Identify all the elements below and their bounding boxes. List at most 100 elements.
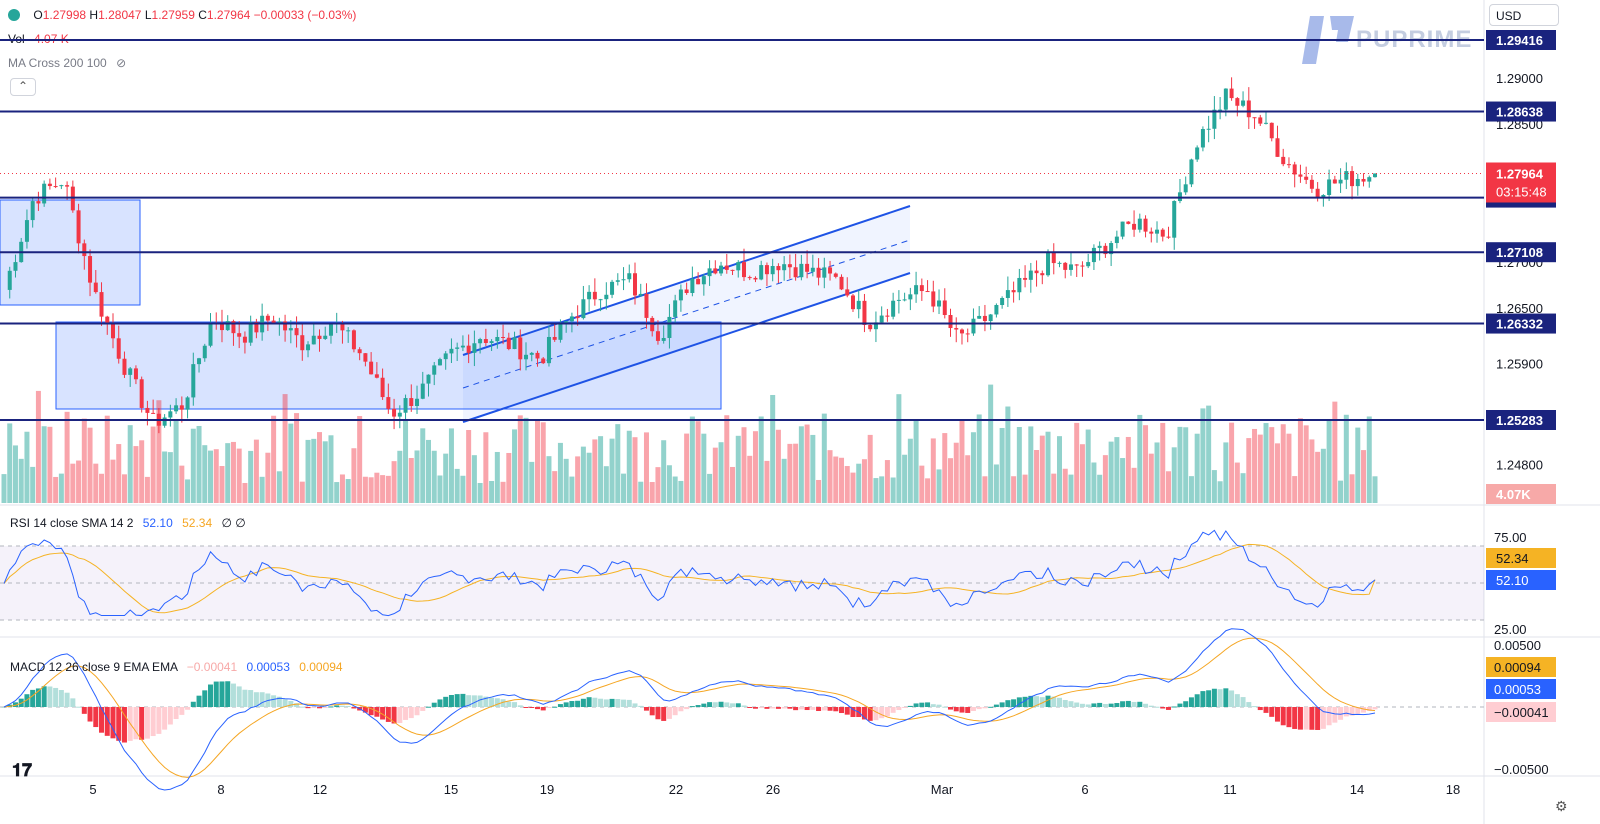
macd-hist-bar xyxy=(248,690,254,707)
volume-bar xyxy=(81,418,87,503)
candle-body xyxy=(1149,231,1154,234)
macd-hist-bar xyxy=(1,707,7,708)
volume-bar xyxy=(1154,442,1160,503)
macd-hist-bar xyxy=(1372,707,1378,710)
rsi-title: RSI 14 close SMA 14 2 xyxy=(10,516,134,530)
candle-body xyxy=(1103,245,1108,255)
volume-bar xyxy=(1257,434,1263,503)
macd-hist-bar xyxy=(1120,701,1126,707)
candle-body xyxy=(896,299,901,301)
macd-hist-bar xyxy=(793,707,799,711)
candle-body xyxy=(638,293,643,296)
level-badge-label: 1.26332 xyxy=(1496,317,1543,332)
level-badge xyxy=(1486,410,1556,430)
candle-body xyxy=(426,374,431,384)
candle-body xyxy=(306,344,311,351)
volume-bar xyxy=(993,464,999,503)
volume-bar xyxy=(879,476,885,503)
candle-body xyxy=(1063,262,1068,270)
ohlc-legend: O1.27998 H1.28047 L1.27959 C1.27964 −0.0… xyxy=(8,8,356,22)
volume-bar xyxy=(1160,422,1166,503)
macd-hist-bar xyxy=(219,681,225,707)
macd-hist-bar xyxy=(638,705,644,707)
rsi-badge xyxy=(1486,570,1556,590)
volume-bar xyxy=(460,475,466,503)
macd-hist-bar xyxy=(730,703,736,707)
volume-bar xyxy=(907,438,913,503)
collapse-legend-button[interactable]: ⌃ xyxy=(10,78,36,96)
candle-body xyxy=(994,305,999,315)
candle-body xyxy=(1298,174,1303,177)
macd-hist-bar xyxy=(1246,702,1252,707)
volume-bar xyxy=(609,438,615,503)
volume-bar xyxy=(35,390,41,503)
volume-bar xyxy=(471,455,477,503)
volume-bar xyxy=(512,429,518,503)
time-axis-label: Mar xyxy=(931,782,954,797)
time-axis-label: 12 xyxy=(313,782,327,797)
candle-body xyxy=(885,315,890,317)
candle-body xyxy=(1005,290,1010,298)
candle-body xyxy=(621,279,626,281)
volume-bar xyxy=(93,463,99,503)
candle-body xyxy=(902,299,907,301)
candle-body xyxy=(1195,147,1200,160)
candle-body xyxy=(810,267,815,272)
candle-body xyxy=(954,328,959,330)
chevron-up-icon: ⌃ xyxy=(17,79,29,93)
volume-bar xyxy=(701,433,707,503)
macd-hist-bar xyxy=(988,706,994,708)
macd-hist-bar xyxy=(466,695,472,707)
level-badge-label: 1.28638 xyxy=(1496,105,1543,120)
candle-body xyxy=(868,324,873,330)
volume-bar xyxy=(816,479,822,503)
candle-body xyxy=(99,292,104,317)
currency-select[interactable]: USD xyxy=(1489,4,1559,26)
candle-body xyxy=(1086,262,1091,267)
candle-body xyxy=(1350,171,1355,187)
candle-body xyxy=(1309,179,1314,189)
macd-hist-bar xyxy=(1234,694,1240,707)
volume-bar xyxy=(850,472,856,503)
candle-body xyxy=(1229,88,1234,99)
macd-hist-bar xyxy=(953,707,959,712)
candle-body xyxy=(1286,164,1291,166)
volume-bar xyxy=(24,431,30,503)
eye-hidden-icon[interactable]: ⊘ xyxy=(116,56,127,70)
candle-body xyxy=(1269,122,1274,139)
candle-body xyxy=(47,183,52,187)
macd-hist-bar xyxy=(334,705,340,707)
settings-gear-icon[interactable]: ⚙ xyxy=(1555,798,1568,814)
macd-hist-bar xyxy=(1148,705,1154,707)
candle-body xyxy=(833,273,838,277)
macd-hist-bar xyxy=(1022,696,1028,707)
volume-bar xyxy=(890,477,896,503)
macd-hist-bar xyxy=(1108,703,1114,707)
level-badge xyxy=(1486,313,1556,334)
macd-hist-bar xyxy=(689,706,695,708)
volume-bar xyxy=(1022,474,1028,503)
macd-hist-bar xyxy=(1217,689,1223,707)
ma-cross-legend[interactable]: MA Cross 200 100 ⊘ xyxy=(8,56,126,70)
macd-hist-bar xyxy=(873,707,879,721)
volume-bar xyxy=(534,419,540,503)
macd-hist-bar xyxy=(1039,697,1045,707)
candle-body xyxy=(724,265,729,270)
volume-bar xyxy=(483,432,489,503)
volume-bar xyxy=(781,458,787,503)
macd-hist-bar xyxy=(712,702,718,707)
time-axis-label: 14 xyxy=(1350,782,1364,797)
macd-hist-bar xyxy=(529,707,535,708)
macd-hist-bar xyxy=(1102,703,1108,707)
volume-bar xyxy=(70,463,76,503)
macd-hist-bar xyxy=(460,693,466,707)
volume-bar xyxy=(99,473,105,503)
volume-bar xyxy=(1303,425,1309,503)
volume-bar xyxy=(1372,476,1378,503)
macd-hist-bar xyxy=(299,706,305,708)
volume-bar xyxy=(798,426,804,503)
volume-bar xyxy=(1062,468,1068,503)
volume-bar xyxy=(179,465,185,503)
volume-bar xyxy=(793,443,799,503)
